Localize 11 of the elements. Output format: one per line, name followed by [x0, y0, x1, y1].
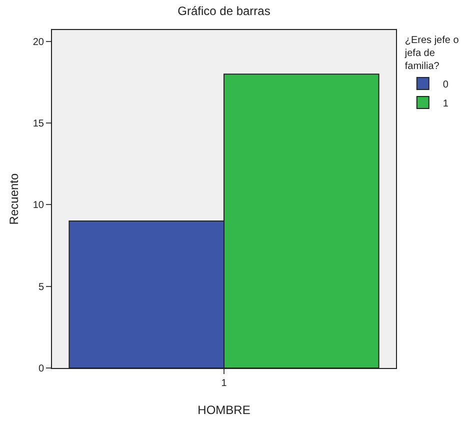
y-tick-label: 5: [38, 282, 44, 293]
legend-label: 1: [442, 98, 449, 110]
legend-label: 0: [442, 79, 449, 90]
y-axis-title: Recuento: [7, 172, 21, 225]
chart-title: Gráfico de barras: [178, 4, 270, 18]
legend-title: ¿Eres jefe o jefa de familia?: [404, 35, 460, 72]
y-tick-label: 20: [32, 36, 44, 48]
y-tick-label: 15: [32, 118, 44, 130]
y-tick-label: 10: [32, 200, 44, 212]
x-axis-title: HOMBRE: [198, 403, 250, 417]
y-tick-label: 0: [38, 364, 44, 374]
